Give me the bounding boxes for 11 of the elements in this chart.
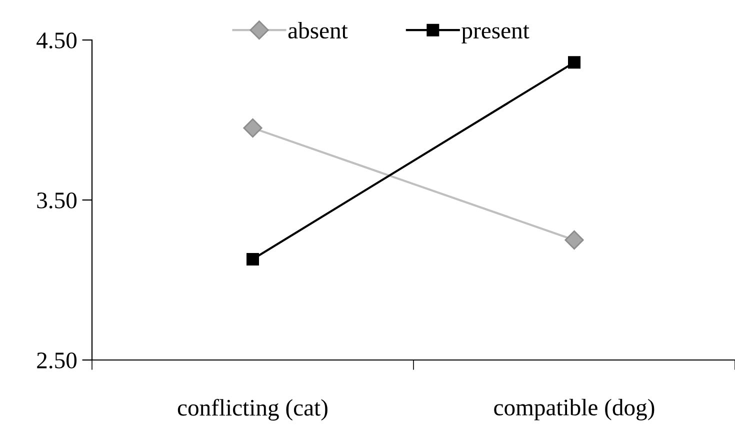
y-tick-label: 2.50 — [37, 352, 77, 369]
y-tick-label: 3.50 — [37, 192, 77, 209]
legend-label: absent — [288, 22, 348, 39]
legend-label: present — [462, 25, 530, 44]
point — [564, 230, 584, 250]
y-tick-label: 4.50 — [36, 32, 77, 49]
point — [243, 118, 262, 138]
point — [246, 252, 259, 266]
point — [568, 56, 580, 69]
x-tick-label: conflicting (cat) — [178, 398, 328, 421]
x-tick-label: compatible (dog) — [494, 398, 654, 420]
